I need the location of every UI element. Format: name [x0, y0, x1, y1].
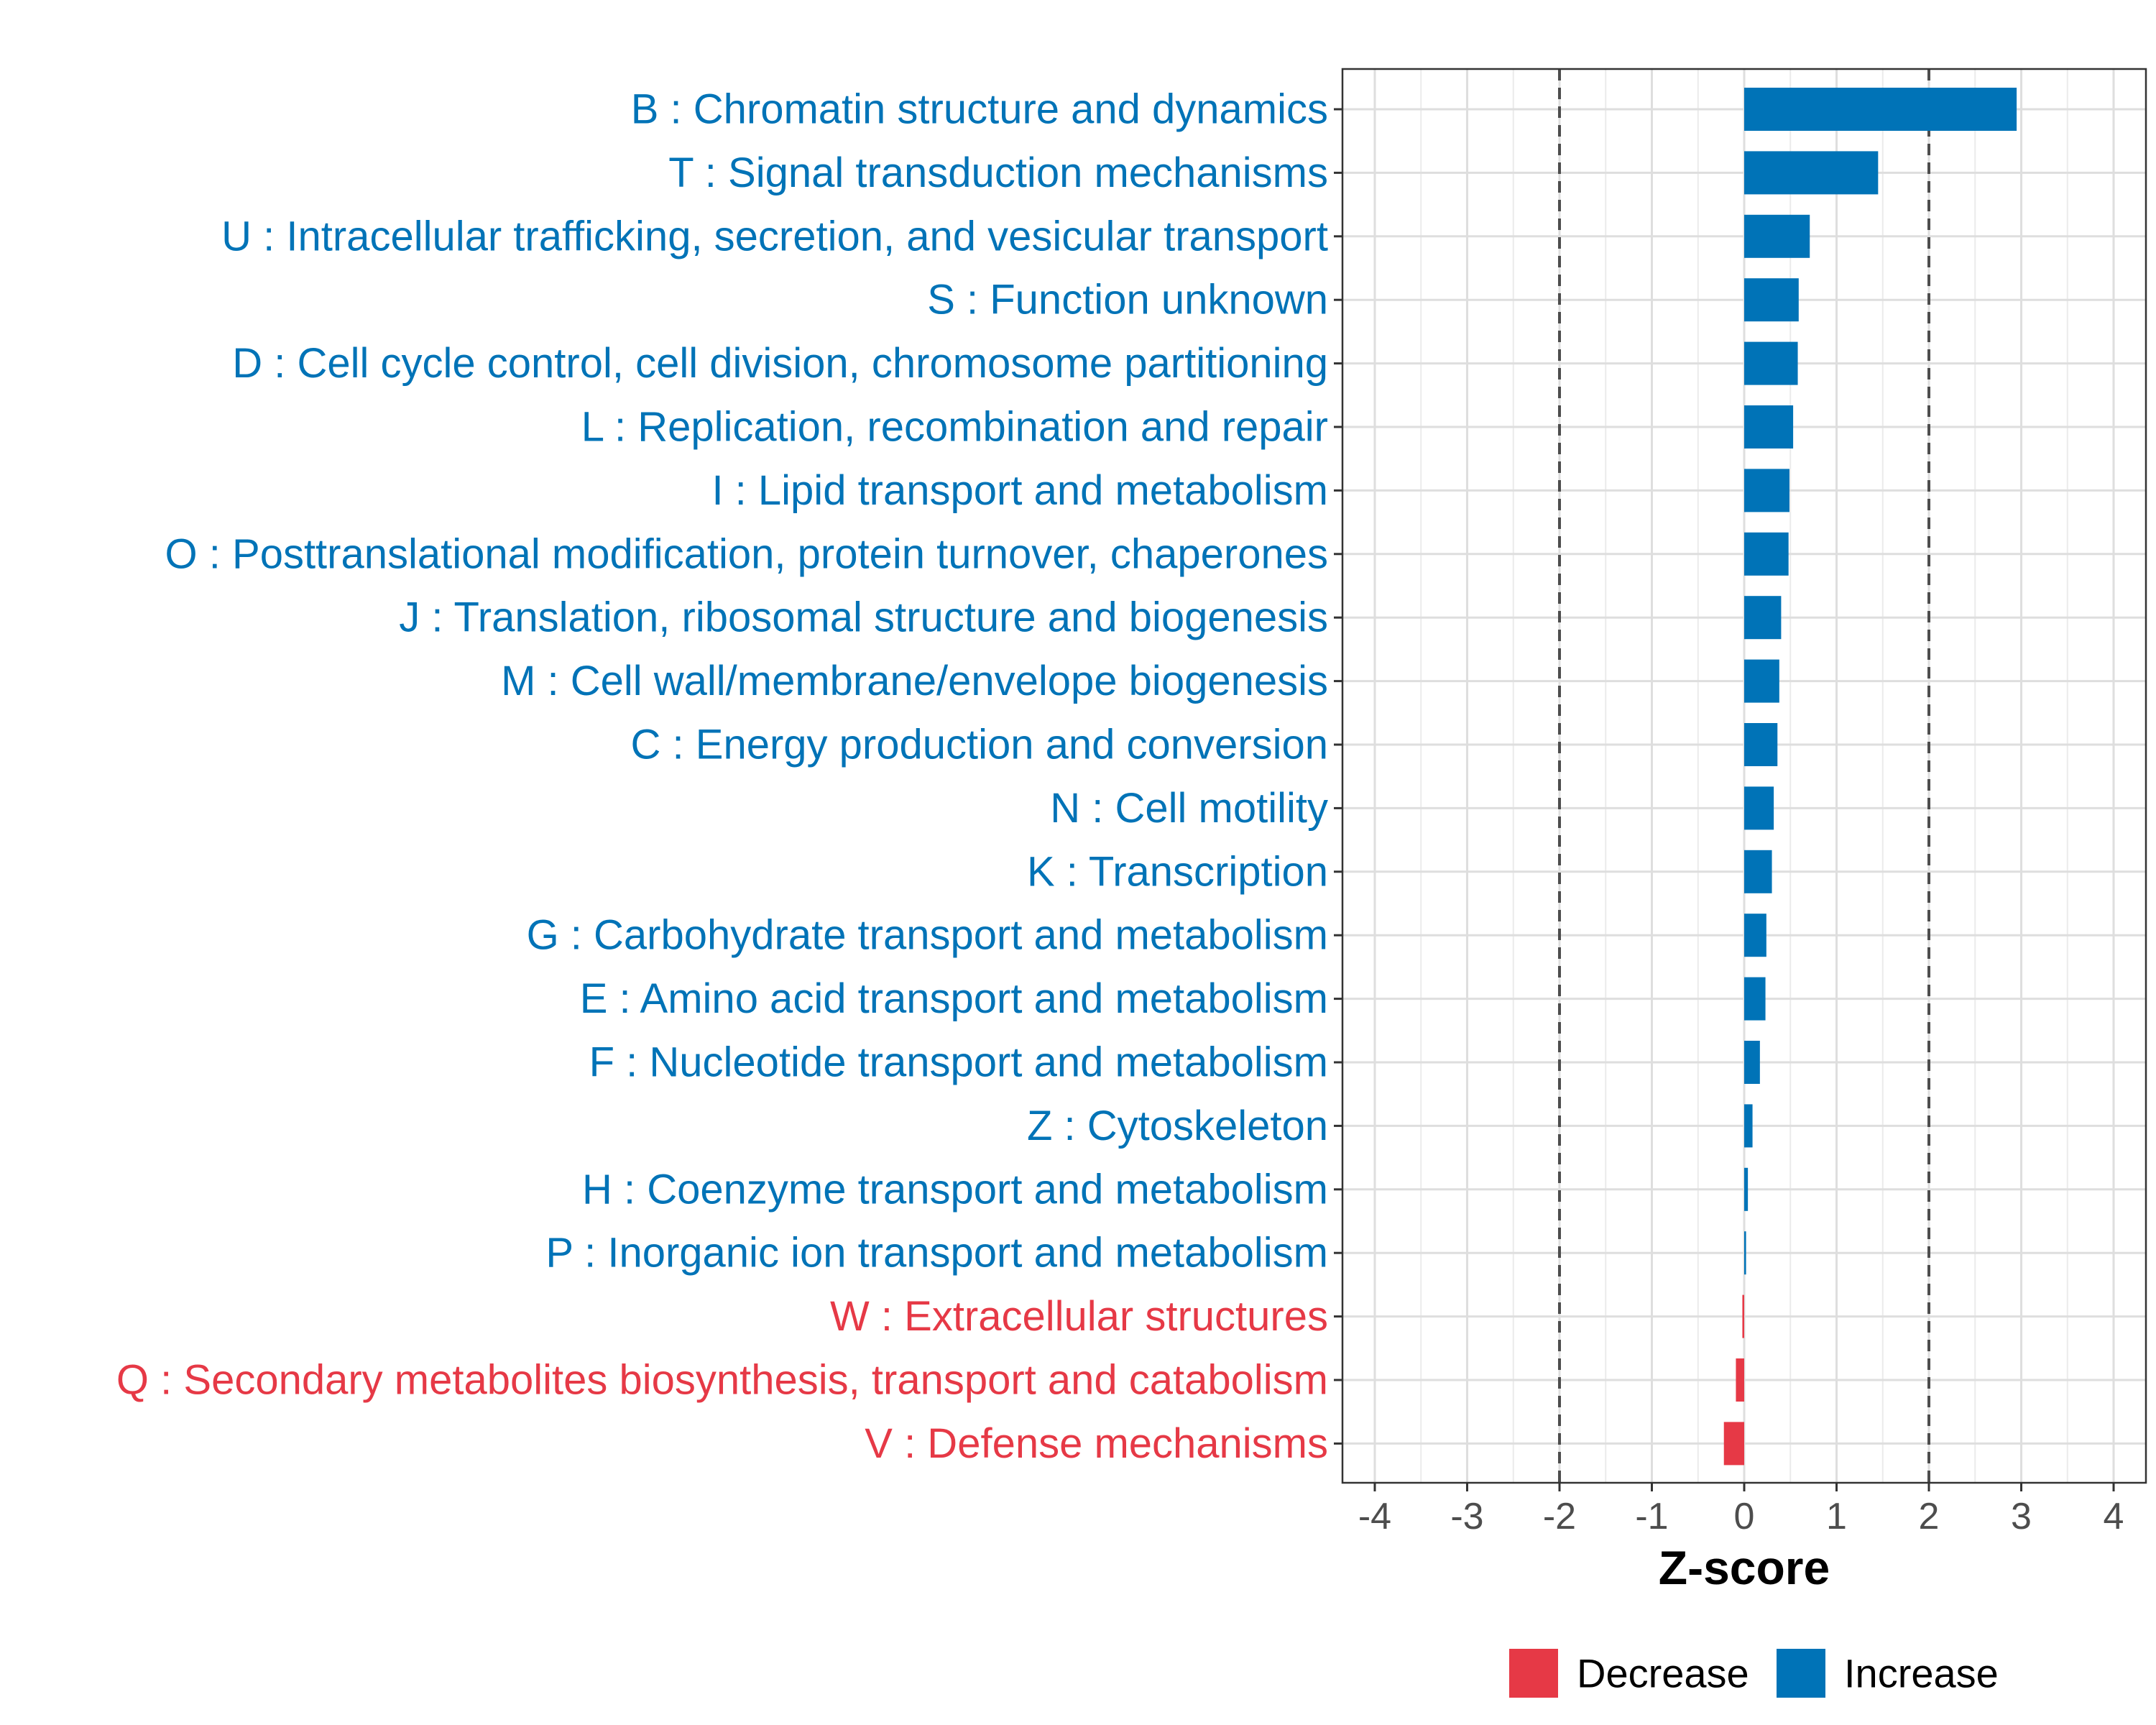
legend: Decrease Increase — [1509, 1649, 1999, 1698]
x-axis-title: Z-score — [1659, 1541, 1830, 1594]
bar — [1744, 1104, 1753, 1148]
bar — [1744, 278, 1799, 322]
bar — [1744, 214, 1810, 258]
legend-label-decrease: Decrease — [1577, 1651, 1749, 1696]
y-tick-label: N : Cell motility — [1050, 785, 1328, 832]
legend-key-decrease — [1509, 1649, 1558, 1698]
legend-key-increase — [1777, 1649, 1825, 1698]
y-tick-label: M : Cell wall/membrane/envelope biogenes… — [501, 658, 1328, 704]
x-tick-label: -3 — [1450, 1496, 1483, 1537]
bar — [1744, 1167, 1749, 1211]
bar — [1723, 1422, 1744, 1466]
x-tick-label: -2 — [1543, 1496, 1576, 1537]
bar — [1744, 405, 1794, 448]
x-tick-label: -1 — [1635, 1496, 1668, 1537]
bar — [1744, 659, 1779, 703]
legend-label-increase: Increase — [1844, 1651, 1999, 1696]
bar — [1736, 1358, 1744, 1402]
x-axis-labels: -4 -3 -2 -1 0 1 2 3 4 — [1358, 1496, 2124, 1537]
bar — [1744, 1231, 1746, 1275]
y-tick-label: I : Lipid transport and metabolism — [711, 467, 1328, 514]
x-ticks — [1373, 1483, 2115, 1491]
y-tick-label: V : Defense mechanisms — [865, 1420, 1328, 1467]
y-tick-label: O : Posttranslational modification, prot… — [165, 530, 1328, 577]
x-tick-label: 1 — [1826, 1496, 1847, 1537]
y-tick-label: F : Nucleotide transport and metabolism — [589, 1039, 1328, 1086]
x-tick-label: 3 — [2011, 1496, 2032, 1537]
bar — [1744, 532, 1789, 576]
y-tick-label: E : Amino acid transport and metabolism — [580, 975, 1328, 1022]
x-tick-label: 4 — [2104, 1496, 2124, 1537]
reference-lines — [1557, 69, 1931, 1483]
y-tick-label: J : Translation, ribosomal structure and… — [399, 594, 1328, 641]
y-tick-label: T : Signal transduction mechanisms — [668, 150, 1328, 196]
bar — [1744, 723, 1778, 766]
y-tick-label: H : Coenzyme transport and metabolism — [582, 1166, 1328, 1213]
bar — [1744, 977, 1766, 1021]
y-ticks — [1334, 108, 1342, 1445]
x-tick-label: 2 — [1919, 1496, 1940, 1537]
x-tick-label: -4 — [1358, 1496, 1391, 1537]
bar — [1744, 88, 2017, 131]
y-tick-label: S : Function unknown — [927, 277, 1328, 323]
y-tick-label: Z : Cytoskeleton — [1027, 1103, 1328, 1149]
y-tick-label: B : Chromatin structure and dynamics — [631, 86, 1328, 133]
bar — [1744, 1041, 1760, 1084]
y-tick-label: U : Intracellular trafficking, secretion… — [221, 213, 1328, 259]
bar — [1744, 341, 1798, 385]
y-tick-label: Q : Secondary metabolites biosynthesis, … — [116, 1357, 1328, 1404]
bar — [1744, 469, 1789, 512]
y-tick-label: P : Inorganic ion transport and metaboli… — [545, 1230, 1328, 1276]
y-tick-label: K : Transcription — [1027, 848, 1328, 895]
y-tick-label: W : Extracellular structures — [830, 1293, 1328, 1340]
bar — [1742, 1294, 1744, 1338]
bar — [1744, 914, 1766, 957]
y-tick-label: D : Cell cycle control, cell division, c… — [232, 340, 1328, 387]
y-tick-label: C : Energy production and conversion — [631, 722, 1328, 768]
y-tick-label: G : Carbohydrate transport and metabolis… — [527, 912, 1328, 959]
bar — [1744, 850, 1772, 893]
bars — [1723, 88, 2017, 1466]
bar — [1744, 596, 1782, 640]
bar — [1744, 786, 1774, 830]
y-axis-labels: B : Chromatin structure and dynamics T : … — [116, 86, 1328, 1467]
x-tick-label: 0 — [1734, 1496, 1755, 1537]
bar — [1744, 151, 1879, 195]
y-tick-label: L : Replication, recombination and repai… — [581, 404, 1328, 451]
